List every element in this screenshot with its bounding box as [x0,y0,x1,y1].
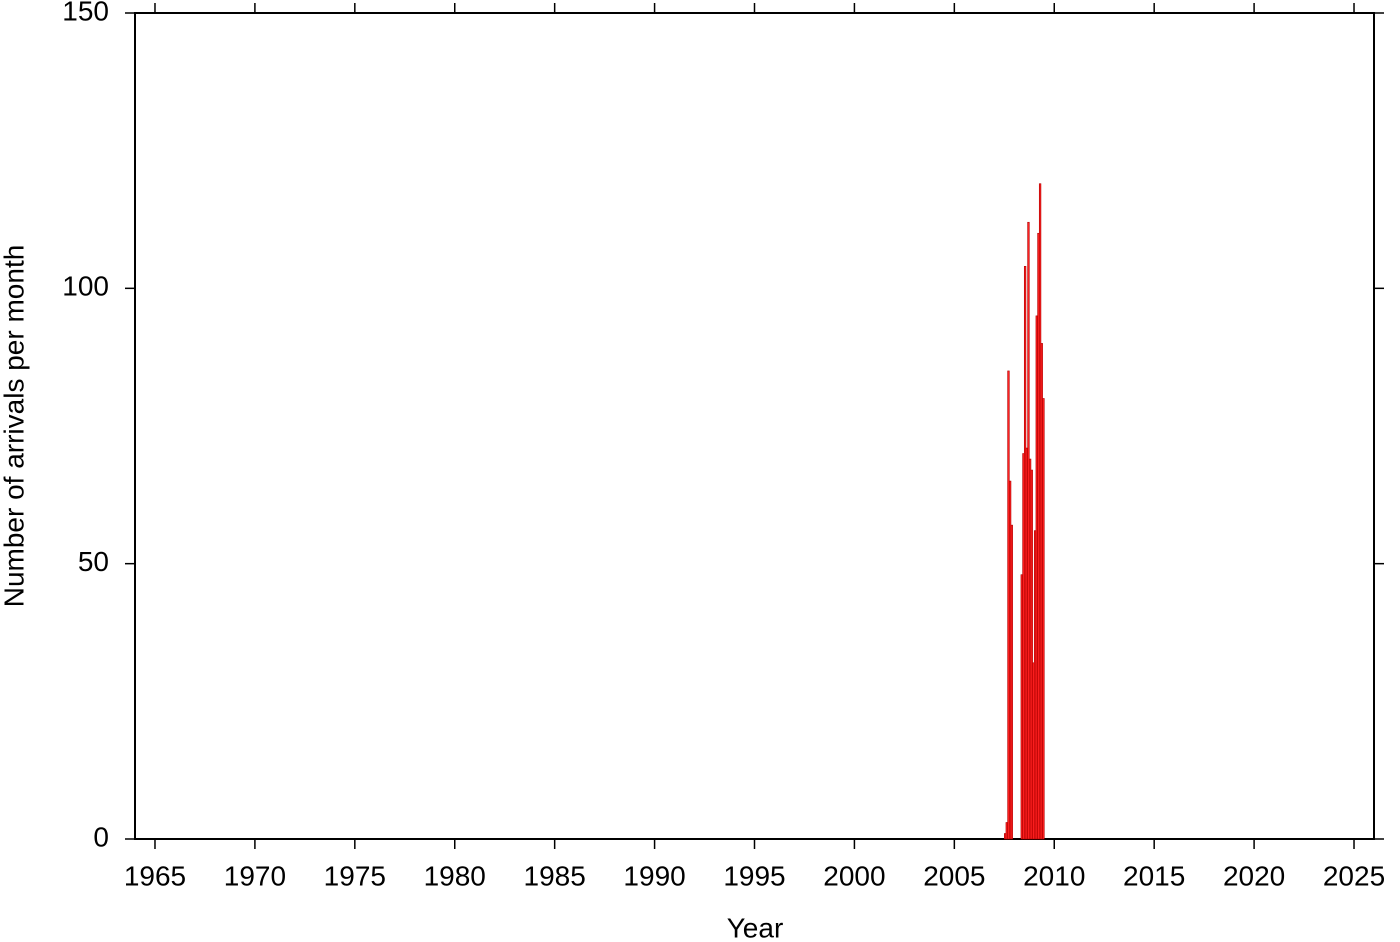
x-tick-label: 1970 [224,860,286,891]
x-tick-label: 1965 [124,860,186,891]
y-axis-label: Number of arrivals per month [0,245,29,608]
plot-frame [134,12,1375,840]
x-tick-label: 1980 [424,860,486,891]
x-axis-label: Year [727,912,784,942]
bar [1042,398,1045,840]
y-tick-label: 0 [93,821,109,852]
x-tick-label: 1990 [623,860,685,891]
y-tick-label: 100 [62,271,109,302]
x-tick-label: 2015 [1123,860,1185,891]
y-tick-label: 150 [62,0,109,26]
bar [1030,469,1033,840]
x-tick-label: 2000 [823,860,885,891]
x-tick-label: 2025 [1323,860,1385,891]
x-tick-label: 1975 [324,860,386,891]
x-tick-label: 1985 [524,860,586,891]
x-tick-label: 2020 [1223,860,1285,891]
x-tick-label: 2005 [923,860,985,891]
bar [1010,524,1013,840]
x-tick-label: 1995 [723,860,785,891]
x-tick-label: 2010 [1023,860,1085,891]
y-tick-label: 50 [78,546,109,577]
